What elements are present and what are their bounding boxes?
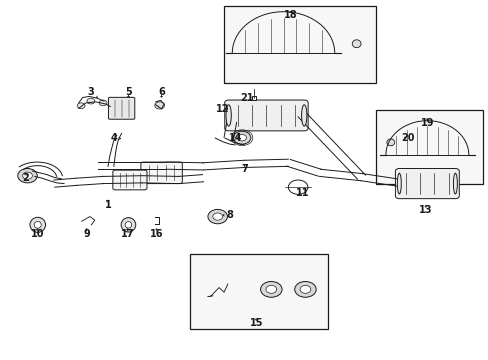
Circle shape — [22, 172, 32, 179]
Text: 18: 18 — [283, 10, 297, 20]
Circle shape — [233, 131, 250, 144]
Text: 19: 19 — [420, 118, 433, 128]
Circle shape — [300, 285, 310, 293]
Circle shape — [99, 100, 107, 106]
Bar — [375, 110, 483, 184]
Text: 10: 10 — [30, 229, 44, 239]
Ellipse shape — [125, 222, 131, 228]
Text: 20: 20 — [401, 133, 414, 143]
Circle shape — [77, 103, 85, 109]
Ellipse shape — [452, 173, 456, 194]
Text: 5: 5 — [125, 87, 132, 97]
Text: 16: 16 — [150, 229, 163, 239]
Bar — [189, 253, 328, 329]
Text: 17: 17 — [121, 229, 134, 239]
Circle shape — [155, 102, 164, 109]
Ellipse shape — [301, 105, 306, 126]
FancyBboxPatch shape — [395, 168, 458, 199]
Text: 4: 4 — [110, 134, 120, 143]
Ellipse shape — [397, 173, 401, 194]
Ellipse shape — [34, 221, 41, 228]
FancyBboxPatch shape — [113, 170, 147, 190]
Text: 9: 9 — [83, 229, 90, 239]
Text: 12: 12 — [216, 104, 229, 114]
Ellipse shape — [225, 105, 231, 126]
Text: 13: 13 — [418, 206, 432, 216]
Text: 14: 14 — [228, 133, 242, 143]
Ellipse shape — [121, 218, 136, 232]
Ellipse shape — [30, 217, 45, 232]
Circle shape — [294, 282, 316, 297]
Circle shape — [18, 168, 37, 183]
Circle shape — [265, 285, 276, 293]
Text: 6: 6 — [158, 87, 164, 97]
Bar — [224, 6, 375, 83]
Circle shape — [207, 210, 227, 224]
FancyBboxPatch shape — [224, 100, 307, 131]
Text: 21: 21 — [240, 93, 254, 103]
Text: 3: 3 — [87, 87, 97, 98]
Circle shape — [87, 98, 95, 104]
Text: 11: 11 — [296, 188, 309, 198]
Circle shape — [212, 213, 222, 220]
Text: 15: 15 — [249, 319, 263, 328]
FancyBboxPatch shape — [141, 162, 182, 184]
Text: 2: 2 — [22, 173, 29, 183]
Circle shape — [237, 134, 246, 141]
Text: 1: 1 — [104, 200, 111, 210]
FancyBboxPatch shape — [108, 97, 135, 119]
Ellipse shape — [351, 40, 360, 48]
Text: 7: 7 — [241, 164, 247, 174]
Ellipse shape — [386, 139, 394, 146]
Circle shape — [260, 282, 282, 297]
Text: 8: 8 — [223, 210, 233, 220]
